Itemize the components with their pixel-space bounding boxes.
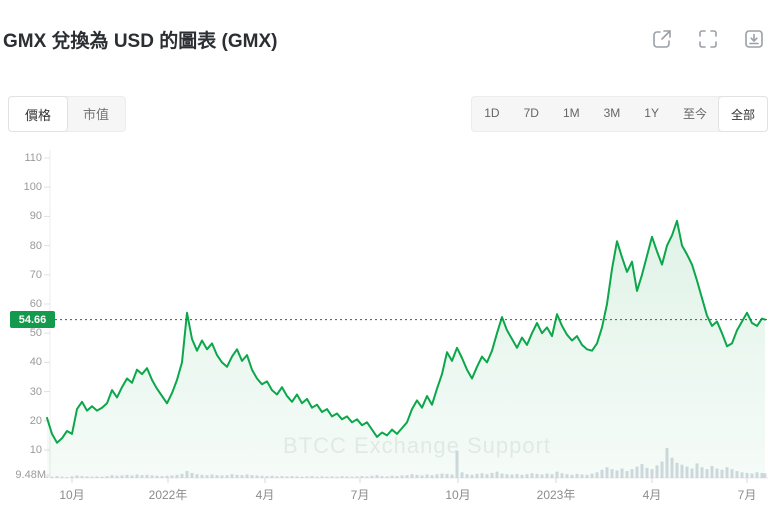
y-axis-label: 10 bbox=[29, 444, 42, 456]
y-axis-label: 100 bbox=[23, 181, 42, 194]
y-axis-label: 50 bbox=[29, 327, 42, 340]
y-axis-label: 40 bbox=[29, 356, 42, 369]
y-axis-label: 80 bbox=[29, 239, 42, 252]
y-axis-label: 110 bbox=[24, 152, 42, 164]
range-全部[interactable]: 全部 bbox=[717, 96, 768, 132]
x-axis-label: 2022年 bbox=[148, 488, 188, 502]
y-axis-label: 30 bbox=[29, 385, 42, 398]
fullscreen-icon[interactable] bbox=[697, 28, 719, 50]
y-axis-label: 60 bbox=[29, 298, 42, 310]
x-axis-label: 4月 bbox=[642, 488, 662, 502]
volume-axis-label: 9.48M bbox=[15, 469, 46, 481]
current-price-badge: 54.66 bbox=[10, 311, 55, 329]
x-axis-label: 2023年 bbox=[536, 488, 576, 502]
range-1D[interactable]: 1D bbox=[484, 106, 500, 120]
range-3M[interactable]: 3M bbox=[603, 106, 621, 120]
x-axis-label: 10月 bbox=[445, 488, 471, 502]
range-至今[interactable]: 至今 bbox=[682, 106, 707, 121]
tab-1[interactable]: 市值 bbox=[82, 106, 109, 122]
share-icon[interactable] bbox=[651, 28, 673, 50]
x-axis-label: 7月 bbox=[737, 488, 757, 502]
metric-tabs: 價格 市值 bbox=[8, 96, 126, 132]
x-axis-label: 4月 bbox=[255, 488, 275, 502]
x-axis-label: 10月 bbox=[59, 488, 85, 502]
time-range-selector: 1D 7D 1M 3M 1Y 至今 全部 bbox=[471, 96, 768, 132]
header-actions bbox=[651, 28, 765, 50]
range-1Y[interactable]: 1Y bbox=[644, 106, 659, 120]
range-1M[interactable]: 1M bbox=[562, 106, 580, 120]
y-axis-label: 20 bbox=[29, 414, 42, 427]
download-icon[interactable] bbox=[743, 28, 765, 50]
tab-0[interactable]: 價格 bbox=[8, 96, 68, 132]
range-7D[interactable]: 7D bbox=[523, 106, 539, 120]
y-axis-label: 70 bbox=[29, 268, 42, 281]
x-axis-label: 7月 bbox=[350, 488, 370, 502]
y-axis-label: 90 bbox=[29, 210, 42, 223]
chart-canvas[interactable] bbox=[0, 140, 775, 517]
page-title: GMX 兌換為 USD 的圖表 (GMX) bbox=[3, 31, 278, 52]
